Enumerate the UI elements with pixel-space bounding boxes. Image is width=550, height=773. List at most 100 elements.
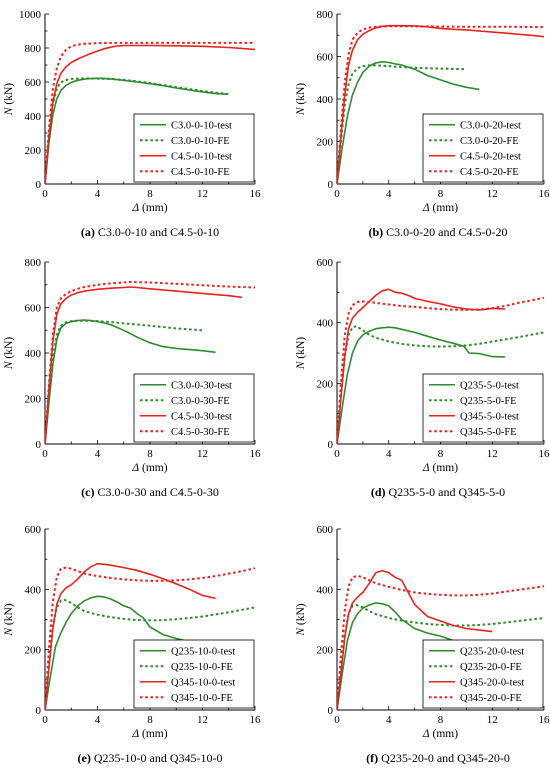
x-axis-title: Δ (mm): [422, 202, 458, 214]
caption-letter: (c): [81, 485, 94, 499]
chart-panel-2: 0 4 8 12 16 0 200 400 600 800 Δ (mm) N (kN) C3.0-0-2…: [295, 9, 550, 239]
y-tick-label: 200: [317, 645, 334, 657]
y-tick-label: 800: [317, 9, 334, 21]
y-tick-label: 200: [25, 145, 42, 157]
chart-panel-5: 0 4 8 12 16 0 200 400 600 Δ (mm) N (kN) Q235-10-0-t…: [3, 524, 261, 765]
x-tick-label: 8: [438, 188, 444, 200]
x-tick-label: 4: [95, 188, 101, 200]
legend-entry: Q345-10-0-FE: [171, 693, 233, 704]
legend-entry: C3.0-0-20-FE: [460, 136, 519, 147]
x-tick-label: 0: [334, 448, 340, 460]
y-tick-label: 0: [36, 705, 42, 717]
legend-entry: Q345-5-0-test: [460, 412, 519, 423]
chart-panel-6: 0 4 8 12 16 0 200 400 600 Δ (mm) N (kN) Q235-20-0-t…: [295, 524, 550, 765]
x-tick-label: 0: [334, 188, 340, 200]
panel-caption: (d) Q235-5-0 and Q345-5-0: [371, 485, 505, 499]
y-tick-label: 200: [317, 378, 334, 390]
legend: C3.0-0-30-test C3.0-0-30-FE C4.5-0-30-test…: [133, 373, 255, 443]
y-tick-label: 600: [317, 52, 334, 64]
y-tick-label: 600: [317, 524, 334, 536]
legend-entry: C4.5-0-10-FE: [171, 167, 230, 178]
legend-entry: C3.0-0-30-FE: [171, 396, 230, 407]
legend: Q235-10-0-test Q235-10-0-FE Q345-10-0-test…: [133, 639, 255, 709]
series-line-c3.0-0-30-fe: [45, 319, 203, 444]
y-tick-label: 0: [36, 439, 42, 451]
x-tick-label: 12: [487, 188, 498, 200]
x-axis-symbol: Δ: [131, 462, 139, 474]
legend-entry: C4.5-0-30-FE: [171, 427, 230, 438]
chart-panel-3: 0 4 8 12 16 0 200 400 600 800 Δ (mm) N (kN) C3.0-0-3…: [3, 257, 261, 499]
y-tick-label: 200: [317, 137, 334, 149]
series-line-q345-5-0-test: [337, 288, 506, 444]
y-axis-unit: (kN): [3, 603, 15, 628]
x-tick-label: 4: [95, 714, 101, 726]
legend-entry: C4.5-0-30-test: [171, 412, 232, 423]
y-axis-symbol: N: [295, 106, 307, 116]
legend-entry: C3.0-0-10-test: [171, 121, 232, 132]
y-tick-label: 800: [25, 257, 42, 269]
panel-caption: (a) C3.0-0-10 and C4.5-0-10: [81, 225, 219, 239]
y-axis-title: N (kN): [295, 83, 307, 116]
x-tick-label: 16: [539, 714, 550, 726]
series-line-c3.0-0-10-fe: [45, 77, 229, 184]
y-tick-label: 600: [317, 257, 334, 269]
y-tick-label: 600: [25, 77, 42, 89]
x-tick-label: 16: [539, 188, 550, 200]
y-axis-unit: (kN): [3, 337, 15, 362]
chart-panel-1: 0 4 8 12 16 0 200 400 600 800 1000 Δ (mm) N (kN) C3.0…: [3, 9, 261, 239]
y-axis-unit: (kN): [295, 83, 307, 108]
y-tick-label: 200: [25, 645, 42, 657]
y-tick-label: 400: [317, 94, 334, 106]
series-line-c4.5-0-10-fe: [45, 41, 255, 184]
caption-letter: (d): [371, 485, 386, 499]
caption-text: C3.0-0-30 and C4.5-0-30: [95, 485, 219, 499]
x-tick-label: 4: [95, 448, 101, 460]
legend-entry: Q235-20-0-test: [460, 647, 524, 658]
y-tick-label: 400: [25, 348, 42, 360]
series-line-q345-10-0-test: [45, 562, 216, 710]
x-axis-title: Δ (mm): [422, 462, 458, 474]
x-tick-label: 8: [438, 714, 444, 726]
y-axis-title: N (kN): [295, 337, 307, 370]
x-tick-label: 0: [42, 714, 48, 726]
panel-caption: (e) Q235-10-0 and Q345-10-0: [78, 751, 223, 765]
y-tick-label: 400: [317, 318, 334, 330]
legend-entry: Q345-20-0-FE: [460, 693, 522, 704]
y-axis-symbol: N: [3, 627, 15, 637]
legend-entry: C3.0-0-30-test: [171, 381, 232, 392]
series-line-q235-5-0-test: [337, 326, 506, 444]
x-tick-label: 0: [42, 188, 48, 200]
series-line-c3.0-0-20-test: [337, 60, 480, 184]
legend-entry: Q235-5-0-FE: [460, 396, 517, 407]
x-axis-symbol: Δ: [422, 202, 430, 214]
x-tick-label: 8: [147, 188, 153, 200]
series-line-c3.0-0-10-test: [45, 77, 227, 184]
x-tick-label: 4: [386, 714, 392, 726]
x-axis-symbol: Δ: [131, 202, 139, 214]
x-tick-label: 12: [487, 448, 498, 460]
caption-text: C3.0-0-10 and C4.5-0-10: [95, 225, 219, 239]
x-tick-label: 12: [197, 448, 208, 460]
y-axis-symbol: N: [3, 106, 15, 116]
legend: Q235-20-0-test Q235-20-0-FE Q345-20-0-test…: [422, 639, 544, 709]
x-axis-symbol: Δ: [422, 728, 430, 740]
y-tick-label: 400: [25, 584, 42, 596]
legend-entry: Q235-10-0-FE: [171, 662, 233, 673]
y-tick-label: 0: [328, 179, 334, 191]
y-axis-unit: (kN): [3, 83, 15, 108]
x-axis-symbol: Δ: [131, 728, 139, 740]
y-axis-title: N (kN): [3, 603, 15, 636]
y-tick-label: 0: [328, 439, 334, 451]
x-tick-label: 8: [147, 714, 153, 726]
legend-entry: Q235-10-0-test: [171, 647, 235, 658]
y-axis-title: N (kN): [3, 337, 15, 370]
legend-entry: C3.0-0-20-test: [460, 121, 521, 132]
x-axis-title: Δ (mm): [131, 728, 167, 740]
legend: Q235-5-0-test Q235-5-0-FE Q345-5-0-test Q34…: [422, 373, 544, 443]
legend-entry: C4.5-0-10-test: [171, 152, 232, 163]
y-axis-unit: (kN): [295, 337, 307, 362]
x-tick-label: 16: [250, 714, 262, 726]
chart-panel-4: 0 4 8 12 16 0 200 400 600 Δ (mm) N (kN) Q235-5-0-te…: [295, 257, 550, 499]
x-tick-label: 8: [147, 448, 153, 460]
